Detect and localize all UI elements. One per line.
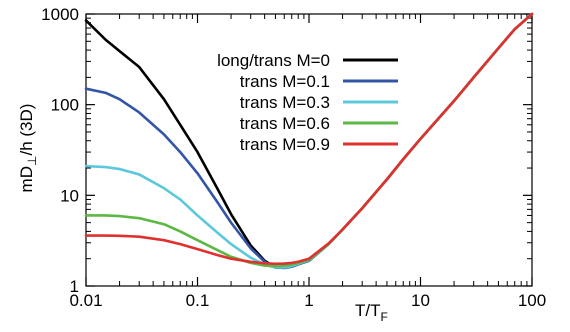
x-axis-label-sub: F [381, 310, 388, 324]
x-tick-label: 10 [411, 291, 430, 310]
x-tick-label: 100 [518, 291, 546, 310]
x-axis-label-main: T/T [355, 301, 381, 320]
y-axis-label-main: mD [17, 166, 36, 192]
x-tick-label: 1 [304, 291, 313, 310]
x-tick-label: 0.1 [186, 291, 210, 310]
y-tick-label: 100 [51, 96, 79, 115]
ticks-layer: 0.01 0.1 1 10 100 1 10 100 1000 [41, 5, 546, 310]
legend-label-0: long/trans M=0 [217, 51, 330, 70]
y-axis-label-rest: /h (3D) [17, 104, 36, 156]
legend-label-3: trans M=0.6 [240, 114, 330, 133]
x-tick-label: 0.01 [69, 291, 102, 310]
legend-label-2: trans M=0.3 [240, 93, 330, 112]
y-tick-label: 1 [70, 277, 79, 296]
legend-label-4: trans M=0.9 [240, 135, 330, 154]
legend-label-1: trans M=0.1 [240, 72, 330, 91]
legend: long/trans M=0 trans M=0.1 trans M=0.3 tran… [217, 51, 398, 154]
y-tick-label: 1000 [41, 5, 79, 24]
y-axis-label-sub: ⊥ [25, 156, 39, 166]
series-line-4 [84, 12, 534, 266]
y-tick-label: 10 [60, 186, 79, 205]
y-axis-label: mD⊥/h (3D) [17, 104, 39, 193]
series-layer [84, 12, 534, 270]
x-axis-label: T/TF [355, 301, 388, 324]
